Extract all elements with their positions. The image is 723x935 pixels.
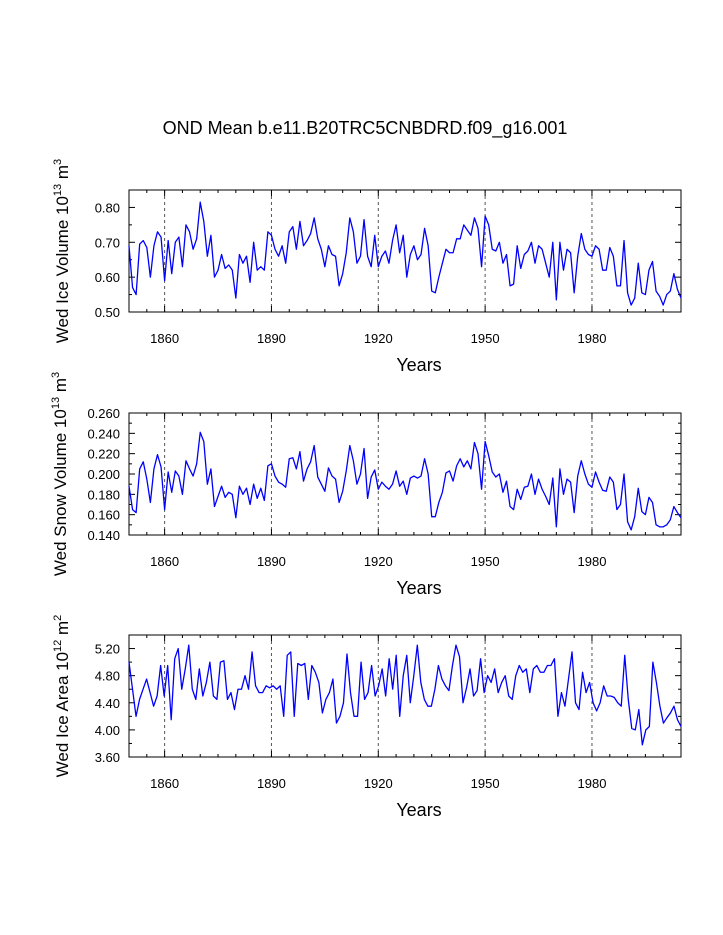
x-tick-label: 1860 — [150, 776, 179, 791]
y-tick-label: 0.220 — [87, 447, 120, 462]
y-tick-label: 0.240 — [87, 426, 120, 441]
y-tick-label: 0.180 — [87, 487, 120, 502]
y-tick-label: 0.50 — [95, 305, 120, 320]
plot-frame — [128, 634, 682, 758]
y-tick-label: 4.80 — [95, 669, 120, 684]
panel-snow-volume: 1860 1890 1920 1950 1980 0.140 0.160 0.180 0.200… — [50, 372, 682, 598]
x-tick-label: 1920 — [364, 776, 393, 791]
x-tick-label: 1950 — [471, 776, 500, 791]
series-line-snow-volume — [128, 431, 682, 531]
y-tick-label: 0.260 — [87, 406, 120, 421]
x-tick-label: 1860 — [150, 331, 179, 346]
x-tick-label: 1950 — [471, 554, 500, 569]
x-tick-label: 1890 — [257, 331, 286, 346]
x-tick-label: 1980 — [578, 554, 607, 569]
x-tick-label: 1950 — [471, 331, 500, 346]
x-tick-label: 1860 — [150, 554, 179, 569]
x-tick-label: 1890 — [257, 554, 286, 569]
panel-ice-volume: 1860 1890 1920 1950 1980 0.50 0.60 0.70 0.80 Year… — [52, 159, 682, 375]
x-tick-label: 1920 — [364, 331, 393, 346]
series-line-ice-volume — [128, 201, 682, 306]
x-tick-label: 1980 — [578, 331, 607, 346]
y-tick-label: 0.200 — [87, 467, 120, 482]
y-axis-title: Wed Snow Volume 1013 m3 — [50, 372, 70, 576]
panel-ice-area: 1860 1890 1920 1950 1980 3.60 4.00 4.40 4.80 5.20… — [52, 615, 682, 820]
x-tick-label: 1980 — [578, 776, 607, 791]
y-tick-label: 5.20 — [95, 642, 120, 657]
y-tick-label: 4.00 — [95, 723, 120, 738]
y-axis-title: Wed Ice Volume 1013 m3 — [52, 159, 72, 343]
x-axis-title: Years — [396, 578, 441, 598]
y-tick-label: 0.140 — [87, 528, 120, 543]
chart-title: OND Mean b.e11.B20TRC5CNBDRD.f09_g16.001 — [163, 118, 568, 139]
y-axis-title: Wed Ice Area 1012 m2 — [52, 615, 72, 778]
series-line-ice-area — [128, 644, 682, 746]
y-tick-label: 3.60 — [95, 750, 120, 765]
y-tick-label: 4.40 — [95, 696, 120, 711]
y-tick-label: 0.60 — [95, 270, 120, 285]
x-tick-label: 1920 — [364, 554, 393, 569]
y-tick-label: 0.70 — [95, 235, 120, 250]
y-tick-label: 0.160 — [87, 508, 120, 523]
x-axis-title: Years — [396, 355, 441, 375]
x-tick-label: 1890 — [257, 776, 286, 791]
x-axis-title: Years — [396, 800, 441, 820]
y-tick-label: 0.80 — [95, 200, 120, 215]
